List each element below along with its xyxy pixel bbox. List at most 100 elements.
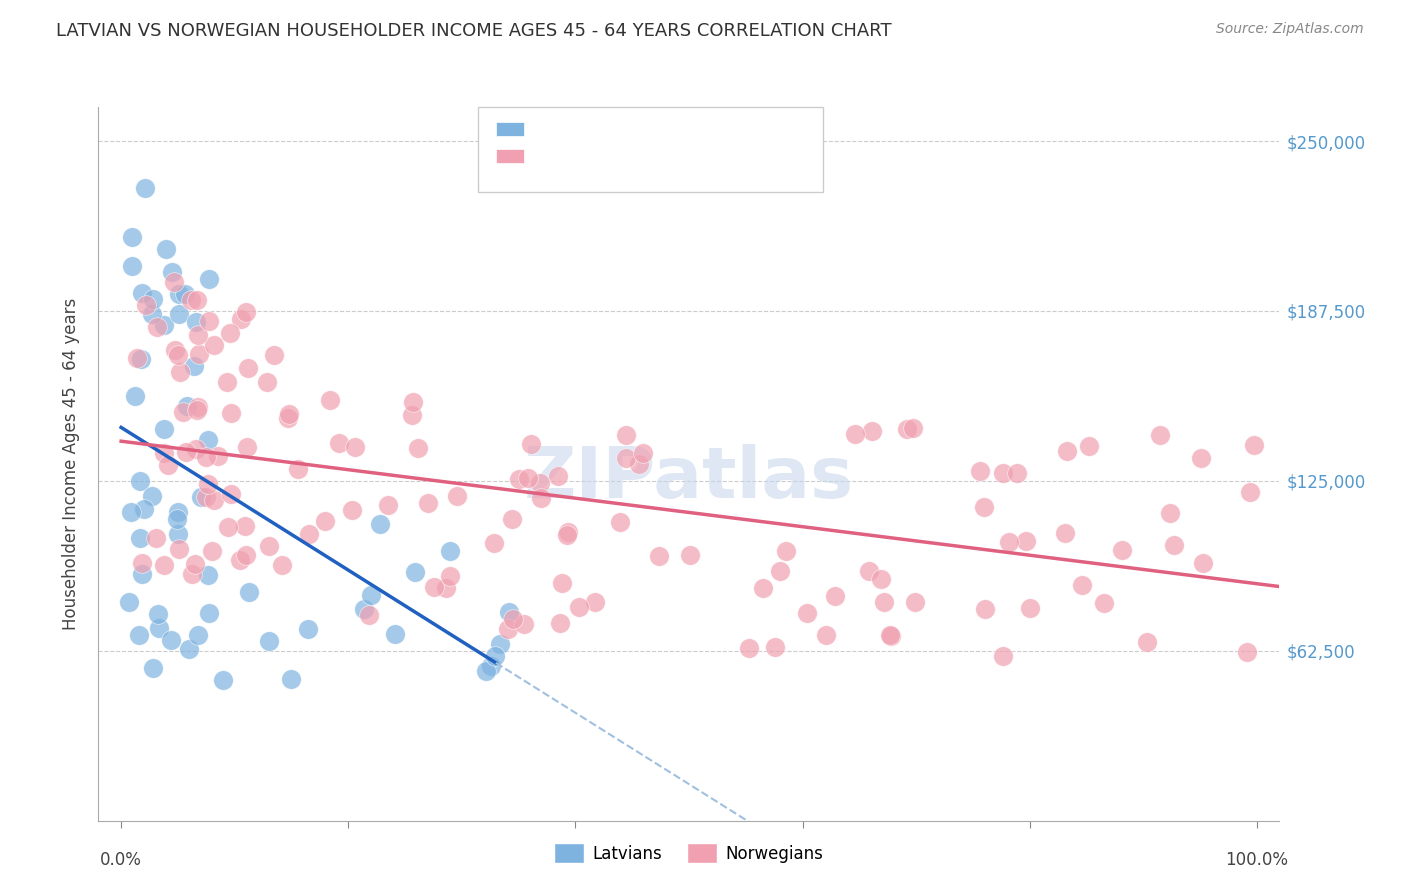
Point [679,548,702,562]
Point [342,503,364,517]
Point [166,505,188,519]
Point [1015,534,1038,549]
Point [991,466,1014,480]
Point [548,615,571,630]
Point [1136,635,1159,649]
Point [131,556,153,570]
Point [775,543,797,558]
Point [1019,601,1042,615]
Point [1111,543,1133,558]
Point [145,531,167,545]
Point [1092,596,1115,610]
Point [120,505,142,519]
Point [257,633,280,648]
Point [190,490,212,504]
Point [873,595,896,609]
Point [973,500,995,515]
Point [186,403,208,417]
Point [870,572,893,586]
Point [501,512,523,526]
Point [218,326,240,340]
Point [1078,439,1101,453]
Point [202,338,225,352]
Point [134,181,156,195]
Point [195,490,218,504]
Point [568,599,591,614]
Point [614,428,637,442]
Point [180,293,202,307]
Point [167,286,190,301]
Point [217,375,239,389]
Point [176,445,198,459]
Point [551,575,574,590]
Point [198,271,221,285]
Point [489,637,512,651]
Text: LATVIAN VS NORWEGIAN HOUSEHOLDER INCOME AGES 45 - 64 YEARS CORRELATION CHART: LATVIAN VS NORWEGIAN HOUSEHOLDER INCOME … [56,22,891,40]
Point [1149,428,1171,442]
Point [377,498,399,512]
Point [484,535,506,549]
Point [1056,443,1078,458]
Point [360,588,382,602]
Point [422,580,444,594]
Point [1007,466,1029,480]
Point [202,493,225,508]
Point [860,424,883,438]
Point [1243,438,1265,452]
Point [142,292,165,306]
Point [157,458,180,472]
Point [256,375,278,389]
Point [628,458,651,472]
Point [167,307,190,321]
Point [314,514,336,528]
Point [142,661,165,675]
Point [513,616,536,631]
Point [297,622,319,636]
Point [141,307,163,321]
Point [298,527,321,541]
Point [129,474,152,488]
Text: 100.0%: 100.0% [1225,851,1288,869]
Point [1239,485,1261,500]
Point [844,427,866,442]
Point [1159,506,1181,520]
Point [211,673,233,688]
Point [439,568,461,582]
Point [280,672,302,686]
Point [384,626,406,640]
Point [148,621,170,635]
Point [858,564,880,578]
Point [197,433,219,447]
Point [318,393,340,408]
Point [357,607,380,622]
Point [520,436,543,450]
Point [277,411,299,425]
Point [901,421,924,435]
Point [404,566,426,580]
Point [176,399,198,413]
Point [153,422,176,436]
Point [228,553,250,567]
Point [879,628,901,642]
Point [484,649,506,664]
Point [184,315,207,329]
Point [181,567,204,582]
Point [263,348,285,362]
Point [278,407,301,421]
Point [207,449,229,463]
Point [128,628,150,642]
Point [131,566,153,581]
Point [135,298,157,312]
Point [238,361,260,376]
Text: ZIPatlas: ZIPatlas [524,443,853,513]
Y-axis label: Householder Income Ages 45 - 64 years: Householder Income Ages 45 - 64 years [62,298,80,630]
Point [195,450,218,464]
Point [633,445,655,459]
Point [508,472,530,486]
Point [235,305,257,319]
Point [287,461,309,475]
Point [752,581,775,595]
Point [184,557,207,571]
Point [167,542,190,557]
Point [328,435,350,450]
